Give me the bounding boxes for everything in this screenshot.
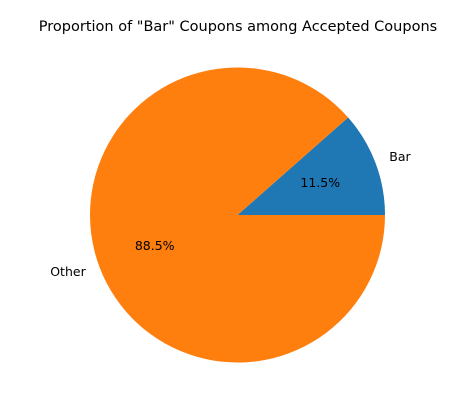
chart-title: Proportion of "Bar" Coupons among Accept… xyxy=(39,19,437,35)
slice-label-bar: Bar xyxy=(389,149,411,164)
slice-percent-other: 88.5% xyxy=(135,238,175,253)
pie-slices xyxy=(89,67,385,363)
slice-label-other: Other xyxy=(50,264,86,279)
pie-labels: Bar 11.5% Other 88.5% xyxy=(50,149,411,279)
slice-percent-bar: 11.5% xyxy=(300,175,340,190)
pie-slice-other xyxy=(89,67,385,363)
pie-slice-bar xyxy=(237,117,385,215)
